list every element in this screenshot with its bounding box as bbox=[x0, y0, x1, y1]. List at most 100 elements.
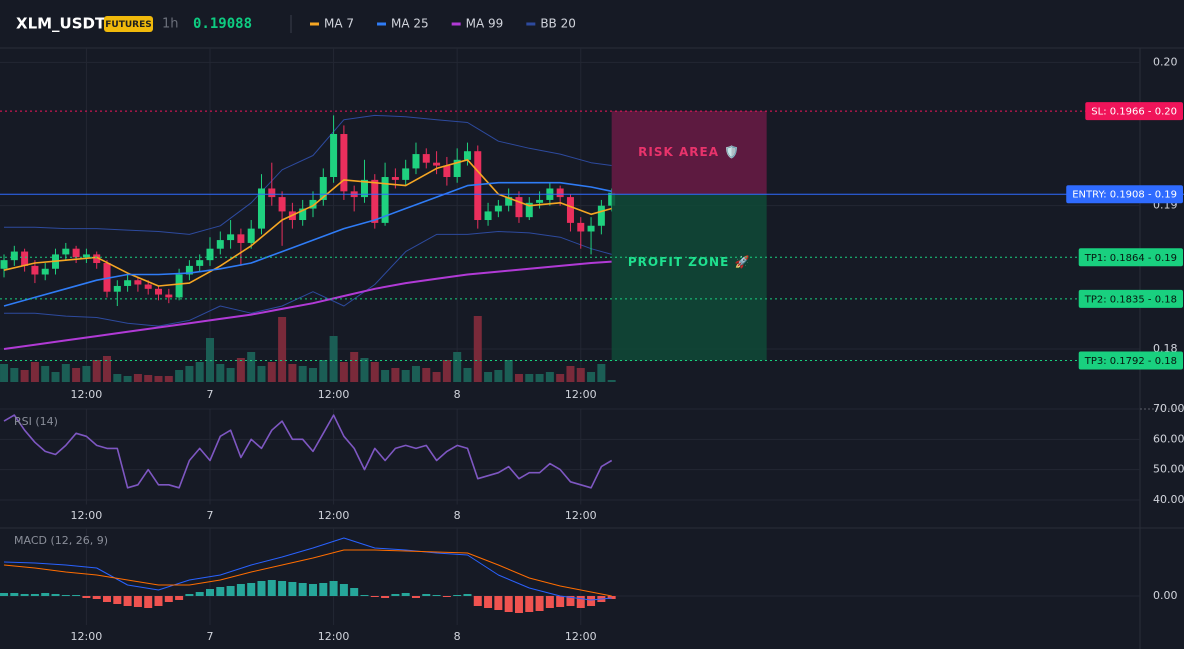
volume-bar bbox=[453, 352, 462, 382]
candle-body bbox=[124, 280, 132, 286]
badge-bg bbox=[104, 16, 153, 32]
candle-body bbox=[412, 154, 420, 169]
x-tick-label: 12:00 bbox=[318, 509, 350, 522]
candle-body bbox=[371, 179, 379, 223]
x-tick-label: 12:00 bbox=[565, 509, 597, 522]
macd-bar bbox=[381, 596, 390, 598]
trade-zone bbox=[611, 194, 767, 361]
macd-bar bbox=[257, 581, 266, 596]
candle-body bbox=[556, 188, 564, 198]
candle-body bbox=[257, 188, 265, 229]
candle-body bbox=[82, 254, 90, 258]
candle-body bbox=[216, 240, 224, 249]
volume-bar bbox=[576, 368, 585, 382]
x-tick-label: 12:00 bbox=[318, 388, 350, 401]
volume-bar bbox=[30, 362, 39, 382]
volume-bar bbox=[288, 364, 297, 382]
interval[interactable]: 1h bbox=[162, 17, 179, 32]
candle-body bbox=[41, 268, 49, 275]
macd-bar bbox=[92, 596, 101, 599]
macd-bar bbox=[236, 584, 245, 596]
level-badge bbox=[1078, 248, 1183, 267]
volume-bar bbox=[329, 336, 338, 382]
macd-line bbox=[3, 549, 612, 597]
candle-body bbox=[144, 284, 152, 289]
volume-bar bbox=[72, 368, 81, 382]
volume-bar bbox=[226, 368, 235, 382]
legend-label[interactable]: MA 7 bbox=[324, 17, 354, 31]
candle-body bbox=[10, 251, 18, 261]
macd-bar bbox=[370, 596, 379, 597]
macd-bar bbox=[288, 582, 297, 596]
volume-bar bbox=[247, 352, 256, 382]
x-tick-label: 12:00 bbox=[565, 630, 597, 643]
volume-bar bbox=[432, 372, 441, 382]
candle-body bbox=[340, 134, 348, 192]
volume-bar bbox=[0, 364, 9, 382]
volume-bar bbox=[504, 360, 513, 382]
candle-body bbox=[155, 288, 163, 295]
level-label: TP2: 0.1835 - 0.18 bbox=[1084, 294, 1177, 305]
ma-line bbox=[3, 159, 612, 287]
volume-bar bbox=[41, 366, 50, 382]
macd-bar bbox=[473, 596, 482, 606]
symbol: XLM_USDT bbox=[16, 15, 106, 33]
macd-bar bbox=[329, 581, 338, 596]
macd-bar bbox=[587, 596, 596, 606]
macd-bar bbox=[103, 596, 112, 602]
macd-bar bbox=[350, 588, 359, 596]
level-badge bbox=[1078, 289, 1183, 308]
volume-bar bbox=[216, 364, 225, 382]
macd-bar bbox=[339, 584, 348, 596]
candle-body bbox=[536, 199, 544, 203]
candle-body bbox=[103, 263, 111, 292]
volume-bar bbox=[381, 370, 390, 382]
badge: FUTURES bbox=[105, 20, 151, 30]
candle-body bbox=[587, 225, 595, 232]
candle-body bbox=[360, 179, 368, 198]
volume-bar bbox=[514, 374, 523, 382]
volume-bar bbox=[391, 368, 400, 382]
legend-label[interactable]: MA 25 bbox=[391, 17, 429, 31]
volume-bar bbox=[205, 338, 214, 382]
ma-line bbox=[3, 181, 612, 307]
candle-body bbox=[206, 248, 214, 261]
volume-bar bbox=[10, 368, 19, 382]
volume-bar bbox=[360, 358, 369, 382]
volume-bar bbox=[278, 317, 287, 382]
macd-bar bbox=[319, 583, 328, 596]
macd-bar bbox=[41, 593, 50, 596]
legend-label[interactable]: MA 99 bbox=[466, 17, 504, 31]
macd-bar bbox=[442, 596, 451, 597]
volume-bar bbox=[473, 316, 482, 382]
x-tick-label: 12:00 bbox=[71, 388, 103, 401]
volume-bar bbox=[51, 372, 60, 382]
volume-bar bbox=[401, 370, 410, 382]
macd-bar bbox=[463, 594, 472, 596]
macd-bar bbox=[195, 592, 204, 596]
volume-bar bbox=[607, 380, 616, 382]
pane-title: RSI (14) bbox=[14, 415, 58, 428]
macd-bar bbox=[514, 596, 523, 613]
macd-bar bbox=[422, 594, 431, 596]
macd-bar bbox=[607, 596, 616, 599]
macd-bar bbox=[133, 596, 142, 607]
legend-label[interactable]: BB 20 bbox=[540, 17, 576, 31]
volume-bar bbox=[185, 366, 194, 382]
macd-bar bbox=[278, 581, 287, 596]
macd-bar bbox=[401, 593, 410, 596]
y-tick-label: 0.00 bbox=[1153, 589, 1178, 602]
x-tick-label: 7 bbox=[206, 509, 213, 522]
candle-body bbox=[422, 154, 430, 163]
candle-body bbox=[62, 248, 70, 255]
volume-bar bbox=[422, 368, 431, 382]
macd-bar bbox=[298, 583, 307, 596]
volume-bar bbox=[442, 360, 451, 382]
candle-body bbox=[268, 188, 276, 198]
macd-bar bbox=[82, 596, 91, 598]
volume-bar bbox=[350, 352, 359, 382]
volume-bar bbox=[61, 364, 70, 382]
macd-bar bbox=[484, 596, 493, 608]
volume-bar bbox=[411, 366, 420, 382]
